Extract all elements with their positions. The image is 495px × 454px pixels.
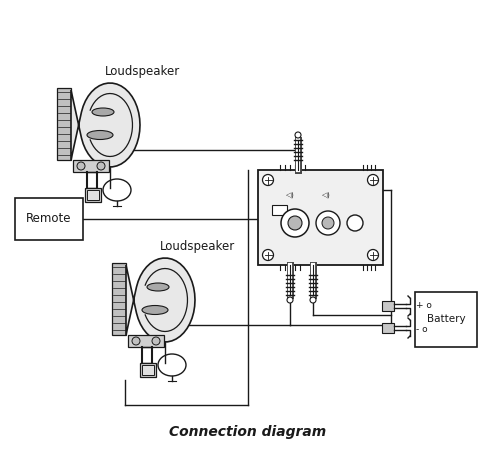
Bar [382, 301, 394, 311]
Text: Loudspeaker: Loudspeaker [160, 240, 235, 253]
Text: Battery: Battery [427, 315, 465, 325]
Circle shape [367, 250, 379, 261]
Bar [140, 363, 156, 377]
Ellipse shape [87, 130, 113, 139]
Bar [73, 160, 109, 172]
Circle shape [347, 215, 363, 231]
Circle shape [287, 297, 293, 303]
Circle shape [288, 216, 302, 230]
Circle shape [295, 132, 301, 138]
Text: $\triangleleft$): $\triangleleft$) [321, 190, 331, 200]
Circle shape [152, 337, 160, 345]
Ellipse shape [147, 283, 169, 291]
Circle shape [316, 211, 340, 235]
Bar [142, 365, 154, 375]
Bar [415, 292, 477, 347]
PathPatch shape [126, 258, 195, 342]
Ellipse shape [142, 306, 168, 315]
Text: Loudspeaker: Loudspeaker [105, 65, 180, 78]
Circle shape [322, 217, 334, 229]
Text: + o: + o [416, 301, 432, 310]
Circle shape [367, 174, 379, 186]
PathPatch shape [71, 83, 140, 167]
Bar [87, 190, 99, 200]
Bar [258, 170, 383, 265]
Circle shape [262, 174, 274, 186]
Ellipse shape [92, 108, 114, 116]
Circle shape [262, 250, 274, 261]
Bar [15, 198, 83, 240]
Circle shape [132, 337, 140, 345]
Text: Remote: Remote [26, 212, 72, 226]
Bar [57, 88, 71, 160]
Text: Connection diagram: Connection diagram [169, 425, 327, 439]
Text: $\triangleleft$): $\triangleleft$) [285, 190, 295, 200]
Bar [272, 205, 287, 215]
Text: - o: - o [416, 325, 428, 334]
Circle shape [97, 162, 105, 170]
Circle shape [77, 162, 85, 170]
Bar [128, 335, 164, 347]
Circle shape [310, 297, 316, 303]
Circle shape [281, 209, 309, 237]
Bar [112, 263, 126, 335]
Bar [85, 188, 101, 202]
Bar [382, 323, 394, 333]
